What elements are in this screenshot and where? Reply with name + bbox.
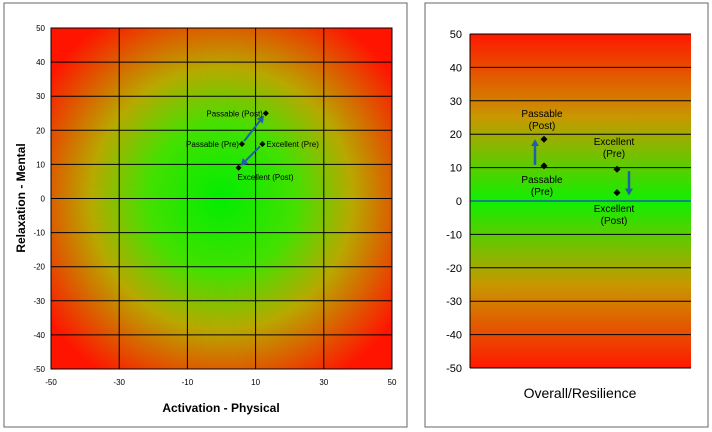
chart2-y-tick-label: 10 <box>450 163 462 175</box>
chart2-y-tick-label: -50 <box>446 363 462 375</box>
chart1-point-excellent-pre <box>259 140 266 147</box>
chart2-annotation-passable-post: Passable(Post) <box>521 109 563 132</box>
chart2-y-tick-label: -20 <box>446 263 462 275</box>
chart1-x-axis-label: Activation - Physical <box>162 401 279 415</box>
chart1-y-tick-label: 0 <box>41 195 46 204</box>
chart1-arrow-passable-pre <box>243 115 264 142</box>
chart1-y-tick-label: -50 <box>33 365 45 374</box>
chart1-y-axis-label: Relaxation - Mental <box>14 143 28 252</box>
chart1-y-tick-label: 20 <box>36 126 45 135</box>
chart1-arrows <box>240 115 264 166</box>
chart2-arrows <box>531 139 633 196</box>
chart2-point-passable-post <box>540 135 548 143</box>
chart2-annotation-line2: (Post) <box>601 216 628 227</box>
chart2-point-excellent-pre <box>613 165 621 173</box>
chart1-label-excellent-post: Excellent (Post) <box>238 173 294 182</box>
chart1-points <box>235 110 269 171</box>
chart1-y-tick-labels: 50 40 30 20 10 0 -10 -20 -30 -40 -50 <box>33 24 45 374</box>
chart1-x-tick-label: 10 <box>251 378 260 387</box>
chart2-y-tick-label: -30 <box>446 296 462 308</box>
chart2-annotation-line2: (Post) <box>529 121 556 132</box>
chart2-point-labels: Passable(Post)Passable(Pre)Excellent(Pre… <box>521 109 634 227</box>
chart2-y-tick-labels: 50 40 30 20 10 0 -10 -20 -30 -40 -50 <box>446 29 462 375</box>
chart2-point-excellent-post <box>613 189 621 197</box>
chart1-y-tick-label: -30 <box>33 297 45 306</box>
chart1-label-passable-post: Passable (Post) <box>206 109 263 118</box>
chart1-y-tick-label: 10 <box>36 160 45 169</box>
chart1-x-tick-label: 30 <box>319 378 328 387</box>
chart1-point-passable-post <box>262 110 269 117</box>
chart1-gridlines <box>50 27 393 370</box>
chart2-annotation-line1: Passable <box>521 175 563 186</box>
chart2-gridlines <box>469 33 691 369</box>
chart2-y-tick-label: 30 <box>450 96 462 108</box>
chart1-x-tick-label: -30 <box>113 378 125 387</box>
chart1-y-tick-label: -40 <box>33 331 45 340</box>
chart1-point-labels: Passable (Post) Passable (Pre) Excellent (… <box>186 109 319 182</box>
chart2-annotation-line1: Excellent <box>594 204 635 215</box>
chart1-y-tick-label: -20 <box>33 263 45 272</box>
chart2-annotation-line2: (Pre) <box>531 187 553 198</box>
chart2-annotation-passable-pre: Passable(Pre) <box>521 175 563 198</box>
chart1-point-excellent-post <box>235 164 242 171</box>
chart1-plot-border <box>50 27 393 370</box>
chart2-points <box>540 135 621 197</box>
chart1-y-tick-label: -10 <box>33 229 45 238</box>
chart1-y-tick-label: 40 <box>36 58 45 67</box>
chart2-y-tick-label: 50 <box>450 29 462 41</box>
chart1-x-tick-label: -50 <box>45 378 57 387</box>
chart1-arrow-excellent-pre <box>240 145 261 166</box>
chart2-y-tick-label: -10 <box>446 229 462 241</box>
chart2-annotation-excellent-post: Excellent(Post) <box>594 204 635 227</box>
chart1-x-tick-label: -10 <box>182 378 194 387</box>
chart2-annotation-line1: Passable <box>521 109 563 120</box>
chart1-point-passable-pre <box>238 140 245 147</box>
chart2-annotation-line2: (Pre) <box>603 149 625 160</box>
chart2-y-tick-label: 0 <box>456 196 462 208</box>
chart2-y-tick-label: -40 <box>446 330 462 342</box>
chart2-annotation-excellent-pre: Excellent(Pre) <box>594 137 635 160</box>
chart2-annotation-line1: Excellent <box>594 137 635 148</box>
chart2-y-tick-label: 20 <box>450 129 462 141</box>
chart1-x-tick-label: 50 <box>388 378 397 387</box>
chart2-y-tick-label: 40 <box>450 62 462 74</box>
chart1-y-tick-label: 50 <box>36 24 45 33</box>
chart1-y-tick-label: 30 <box>36 92 45 101</box>
chart1-label-passable-pre: Passable (Pre) <box>186 140 239 149</box>
chart1-x-tick-labels: -50 -30 -10 10 30 50 <box>45 378 397 387</box>
chart1-label-excellent-pre: Excellent (Pre) <box>266 140 319 149</box>
chart2-x-axis-label: Overall/Resilience <box>524 385 637 401</box>
chart2-point-passable-pre <box>540 162 548 170</box>
